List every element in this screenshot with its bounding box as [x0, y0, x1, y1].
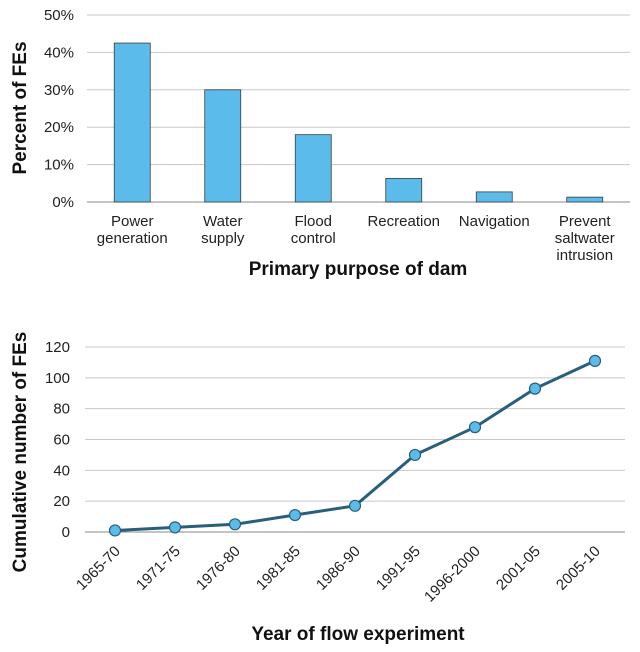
bar-category-label: Water supply: [201, 213, 245, 247]
line-ytick-label: 40: [53, 462, 70, 479]
bar-ytick-label: 0%: [52, 194, 74, 211]
bar-chart: 0% 10% 20% 30% 40% 50% Power generation Water su…: [10, 7, 630, 280]
bar: [113, 42, 151, 203]
line-point: [168, 521, 182, 534]
bar: [475, 191, 513, 203]
line-category-label: 1991-95: [373, 543, 424, 594]
line-point: [408, 448, 422, 462]
line-point: [108, 524, 122, 537]
bar-ytick-label: 30%: [44, 82, 74, 99]
bar-ytick-label: 50%: [44, 7, 74, 24]
bar-category-label: Power generation: [97, 213, 168, 247]
line-category-label: 1976-80: [193, 543, 244, 594]
line-category-label: 1971-75: [133, 543, 184, 594]
line-point: [288, 508, 302, 522]
line-point: [528, 382, 542, 395]
line-category-label: 1965-70: [73, 543, 124, 594]
line-chart-xlabel: Year of flow experiment: [251, 624, 465, 645]
bar-chart-ylabel: Percent of FEs: [10, 41, 31, 174]
bar-category-label: Recreation: [367, 213, 440, 230]
line-point: [468, 421, 482, 434]
bar-ytick-label: 20%: [44, 119, 74, 136]
line-ytick-label: 80: [53, 401, 70, 418]
line-ytick-label: 100: [45, 370, 70, 387]
line-ytick-label: 60: [53, 432, 70, 449]
line-ytick-label: 0: [62, 524, 70, 541]
bar: [566, 196, 604, 203]
line-point: [228, 518, 242, 531]
bar-ytick-label: 10%: [44, 157, 74, 174]
bar-category-label: Flood control: [291, 213, 336, 247]
line-category-label: 1986-90: [313, 543, 364, 594]
line-ytick-label: 20: [53, 493, 70, 510]
bar-category-label: Prevent saltwater intrusion: [555, 213, 615, 264]
bar-category-label: Navigation: [459, 213, 530, 230]
line-point: [348, 499, 362, 512]
line-ytick-label: 120: [45, 339, 70, 356]
line-point: [588, 354, 602, 367]
bar: [294, 134, 332, 203]
bar-ytick-label: 40%: [44, 44, 74, 61]
line-category-label: 1981-85: [253, 543, 304, 594]
bar: [385, 178, 423, 203]
line-category-label: 1996-2000: [421, 543, 484, 606]
line-category-label: 2005-10: [553, 543, 604, 594]
bar: [204, 89, 242, 203]
line-category-label: 2001-05: [493, 543, 544, 594]
bar-chart-xlabel: Primary purpose of dam: [249, 259, 468, 280]
line-chart-ylabel: Cumulative number of FEs: [10, 332, 31, 573]
